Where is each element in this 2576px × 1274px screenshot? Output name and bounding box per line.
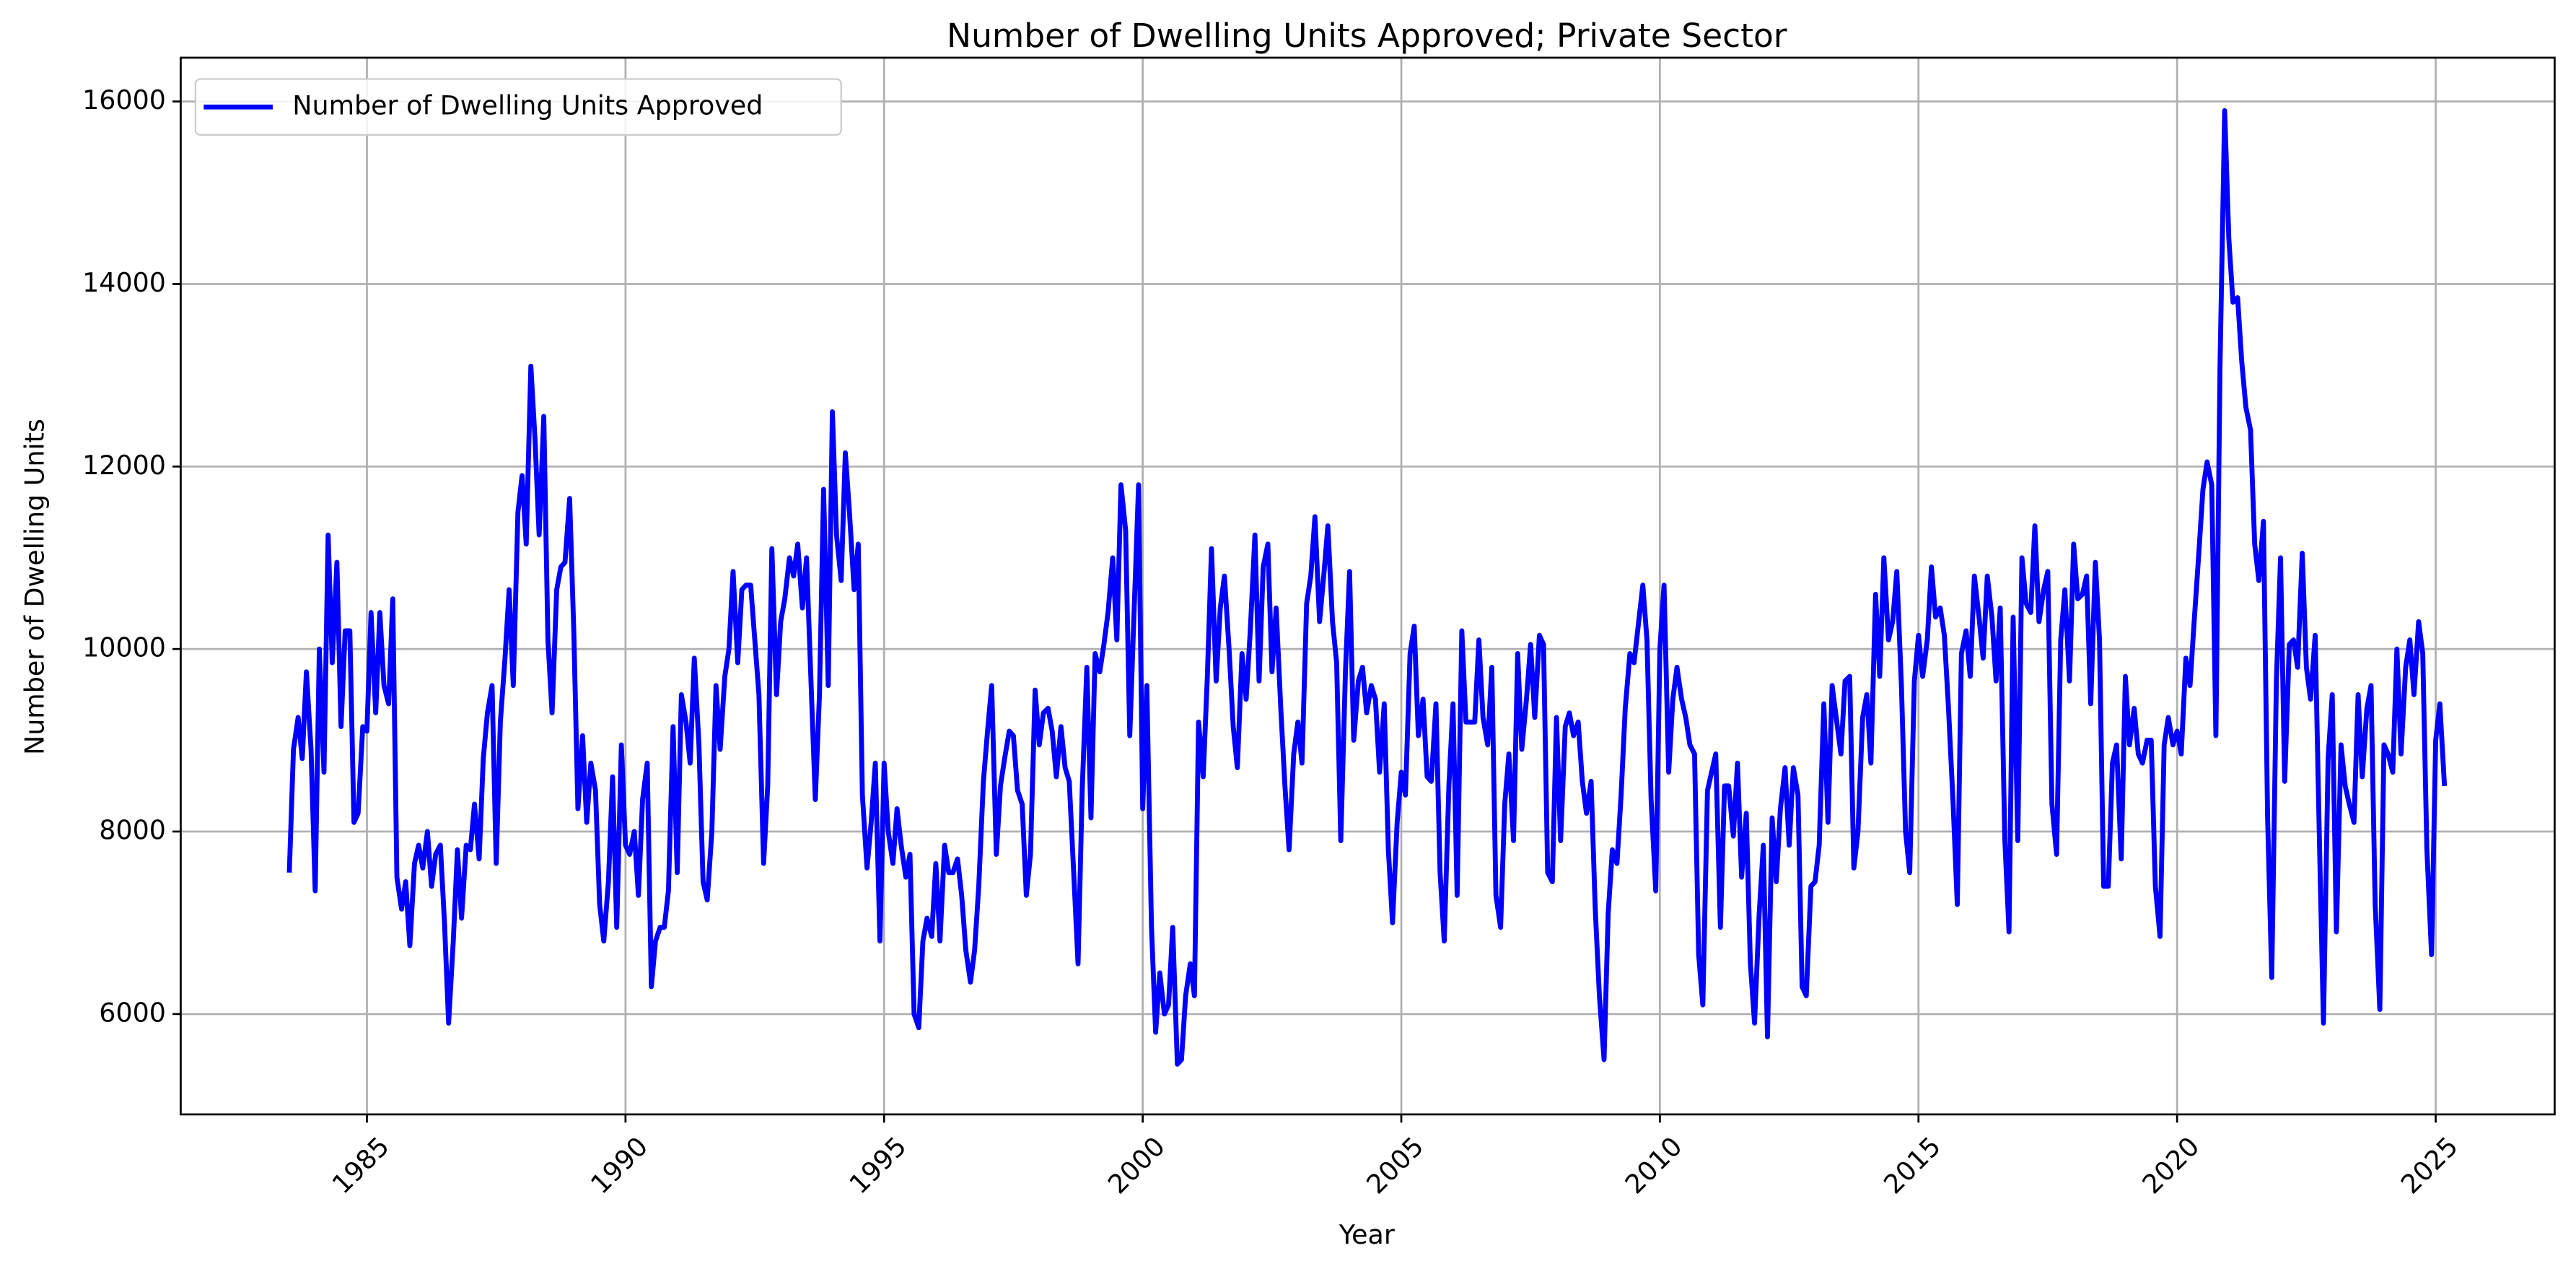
plot-area xyxy=(286,108,2448,1067)
y-tick-label: 14000 xyxy=(82,267,166,298)
chart-title: Number of Dwelling Units Approved; Priva… xyxy=(947,17,1787,55)
y-tick-label: 6000 xyxy=(99,997,166,1028)
legend-label: Number of Dwelling Units Approved xyxy=(292,90,763,121)
y-axis-label: Number of Dwelling Units xyxy=(19,419,51,755)
y-tick-label: 12000 xyxy=(82,450,166,481)
legend: Number of Dwelling Units Approved xyxy=(194,78,842,136)
y-tick-label: 8000 xyxy=(99,814,166,845)
y-tick-label: 10000 xyxy=(82,632,166,663)
axes-frame xyxy=(180,56,2556,1116)
legend-box xyxy=(194,78,842,136)
x-axis-label: Year xyxy=(1339,1219,1395,1250)
y-tick-label: 16000 xyxy=(82,84,166,115)
data-line xyxy=(286,108,2448,1067)
